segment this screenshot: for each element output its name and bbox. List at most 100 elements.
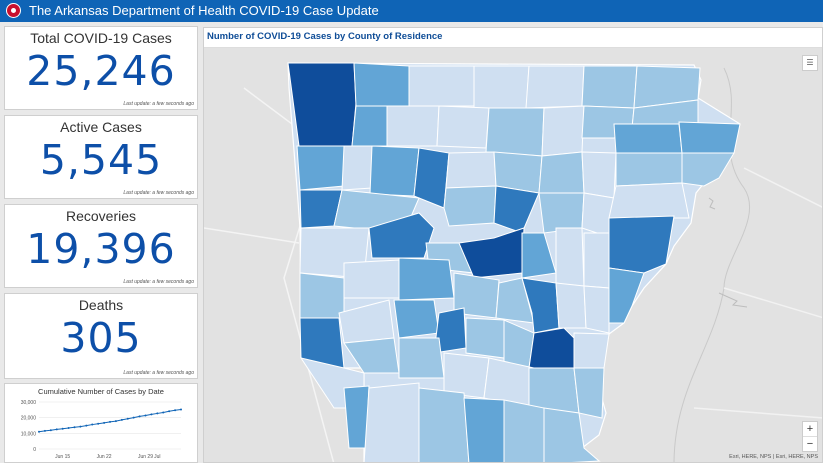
- county-marion[interactable]: [473, 65, 530, 114]
- county-carroll[interactable]: [353, 62, 410, 107]
- county-ashley[interactable]: [503, 399, 545, 463]
- county-monroe[interactable]: [583, 285, 610, 334]
- water-feature: [718, 292, 748, 308]
- data-point: [97, 422, 100, 425]
- card-updated: Last update: a few seconds ago: [123, 190, 194, 196]
- county-newton[interactable]: [386, 105, 440, 147]
- card-updated: Last update: a few seconds ago: [123, 279, 194, 285]
- county-arkansas[interactable]: [555, 282, 587, 329]
- county-izard[interactable]: [541, 105, 585, 157]
- county-chicot-north[interactable]: [573, 367, 605, 419]
- data-point: [73, 426, 76, 429]
- county-garland[interactable]: [398, 257, 455, 301]
- data-point: [103, 421, 106, 424]
- state-health-seal-icon: [6, 3, 21, 18]
- data-point: [55, 428, 58, 431]
- data-point: [79, 425, 82, 428]
- county-benton-washington[interactable]: [287, 62, 357, 147]
- cumulative-cases-chart-card: Cumulative Number of Cases by Date 30,00…: [4, 383, 198, 463]
- county-columbia[interactable]: [418, 387, 470, 463]
- card-title: Deaths: [78, 297, 124, 313]
- data-point: [85, 424, 88, 427]
- zoom-controls: + −: [802, 421, 818, 452]
- county-union[interactable]: [463, 397, 505, 463]
- county-conway[interactable]: [443, 185, 497, 227]
- county-map-panel[interactable]: Number of COVID-19 Cases by County of Re…: [203, 27, 823, 463]
- data-point: [156, 412, 159, 415]
- data-point: [38, 430, 40, 433]
- county-chicot[interactable]: [543, 407, 601, 463]
- county-independence[interactable]: [538, 151, 585, 194]
- y-tick-label: 30,000: [21, 400, 37, 406]
- county-hot-spring[interactable]: [393, 299, 440, 339]
- county-white[interactable]: [538, 192, 585, 234]
- total-cases-card: Total COVID-19 Cases 25,246 Last update:…: [4, 26, 198, 110]
- chart-title: Cumulative Number of Cases by Date: [38, 387, 164, 396]
- data-point: [61, 427, 64, 430]
- data-point: [174, 409, 177, 412]
- county-crittenden[interactable]: [608, 215, 675, 274]
- county-johnson[interactable]: [369, 145, 420, 197]
- data-point: [109, 420, 111, 423]
- map-title: Number of COVID-19 Cases by County of Re…: [207, 31, 443, 42]
- map-header: Number of COVID-19 Cases by County of Re…: [204, 28, 822, 48]
- card-value: 25,246: [26, 47, 176, 95]
- card-title: Active Cases: [60, 119, 142, 135]
- data-point: [126, 417, 129, 420]
- x-tick-label: Jun 15: [55, 454, 70, 460]
- county-madison[interactable]: [351, 105, 390, 147]
- legend-list-icon[interactable]: ☰: [802, 55, 818, 71]
- road-line: [204, 227, 300, 244]
- zoom-in-button[interactable]: +: [806, 423, 814, 435]
- deaths-card: Deaths 305 Last update: a few seconds ag…: [4, 293, 198, 379]
- card-updated: Last update: a few seconds ago: [123, 370, 194, 376]
- county-boone[interactable]: [408, 65, 475, 107]
- county-stone[interactable]: [485, 107, 545, 157]
- data-point: [49, 429, 52, 432]
- cumulative-cases-line: [38, 408, 182, 433]
- active-cases-card: Active Cases 5,545 Last update: a few se…: [4, 115, 198, 199]
- county-lafayette[interactable]: [363, 382, 420, 463]
- data-point: [168, 410, 171, 413]
- county-cleveland[interactable]: [465, 317, 505, 359]
- county-phillips[interactable]: [573, 332, 610, 369]
- x-tick-label: Jun 22: [97, 454, 112, 460]
- recoveries-card: Recoveries 19,396 Last update: a few sec…: [4, 204, 198, 288]
- county-montgomery[interactable]: [343, 259, 400, 299]
- county-mississippi[interactable]: [681, 152, 735, 187]
- county-baxter[interactable]: [525, 65, 585, 109]
- app-header: The Arkansas Department of Health COVID-…: [0, 0, 823, 22]
- zoom-out-button[interactable]: −: [803, 436, 817, 451]
- y-tick-label: 0: [33, 447, 36, 453]
- card-value: 19,396: [26, 225, 176, 273]
- county-nevada[interactable]: [398, 337, 445, 379]
- county-fulton[interactable]: [581, 65, 638, 109]
- x-tick-label: Jun 29: [138, 454, 153, 460]
- arkansas-county-map[interactable]: [204, 28, 823, 463]
- county-clay[interactable]: [678, 121, 741, 154]
- county-franklin[interactable]: [341, 145, 375, 191]
- card-title: Total COVID-19 Cases: [30, 30, 172, 46]
- road-line: [693, 167, 822, 419]
- card-value: 5,545: [39, 136, 163, 184]
- county-searcy[interactable]: [436, 105, 490, 149]
- county-greene[interactable]: [613, 123, 683, 154]
- water-feature: [708, 197, 716, 210]
- county-st-francis[interactable]: [583, 232, 610, 289]
- data-point: [162, 411, 165, 414]
- data-point: [114, 420, 117, 423]
- county-craighead[interactable]: [615, 152, 683, 187]
- y-tick-label: 10,000: [21, 431, 37, 437]
- county-polk[interactable]: [299, 272, 345, 319]
- data-point: [150, 413, 153, 416]
- data-point: [180, 408, 182, 411]
- x-tick-label: Jul: [154, 454, 160, 460]
- data-point: [91, 423, 94, 426]
- county-jackson[interactable]: [581, 151, 617, 199]
- county-prairie[interactable]: [555, 227, 585, 289]
- county-poinsett[interactable]: [608, 182, 690, 219]
- data-point: [120, 418, 123, 421]
- county-van-buren[interactable]: [445, 151, 497, 189]
- card-title: Recoveries: [65, 208, 137, 224]
- cumulative-cases-chart: 30,000 20,000 10,000 0 Jun 15 Jun 22 Jun 29 Jul: [21, 400, 182, 460]
